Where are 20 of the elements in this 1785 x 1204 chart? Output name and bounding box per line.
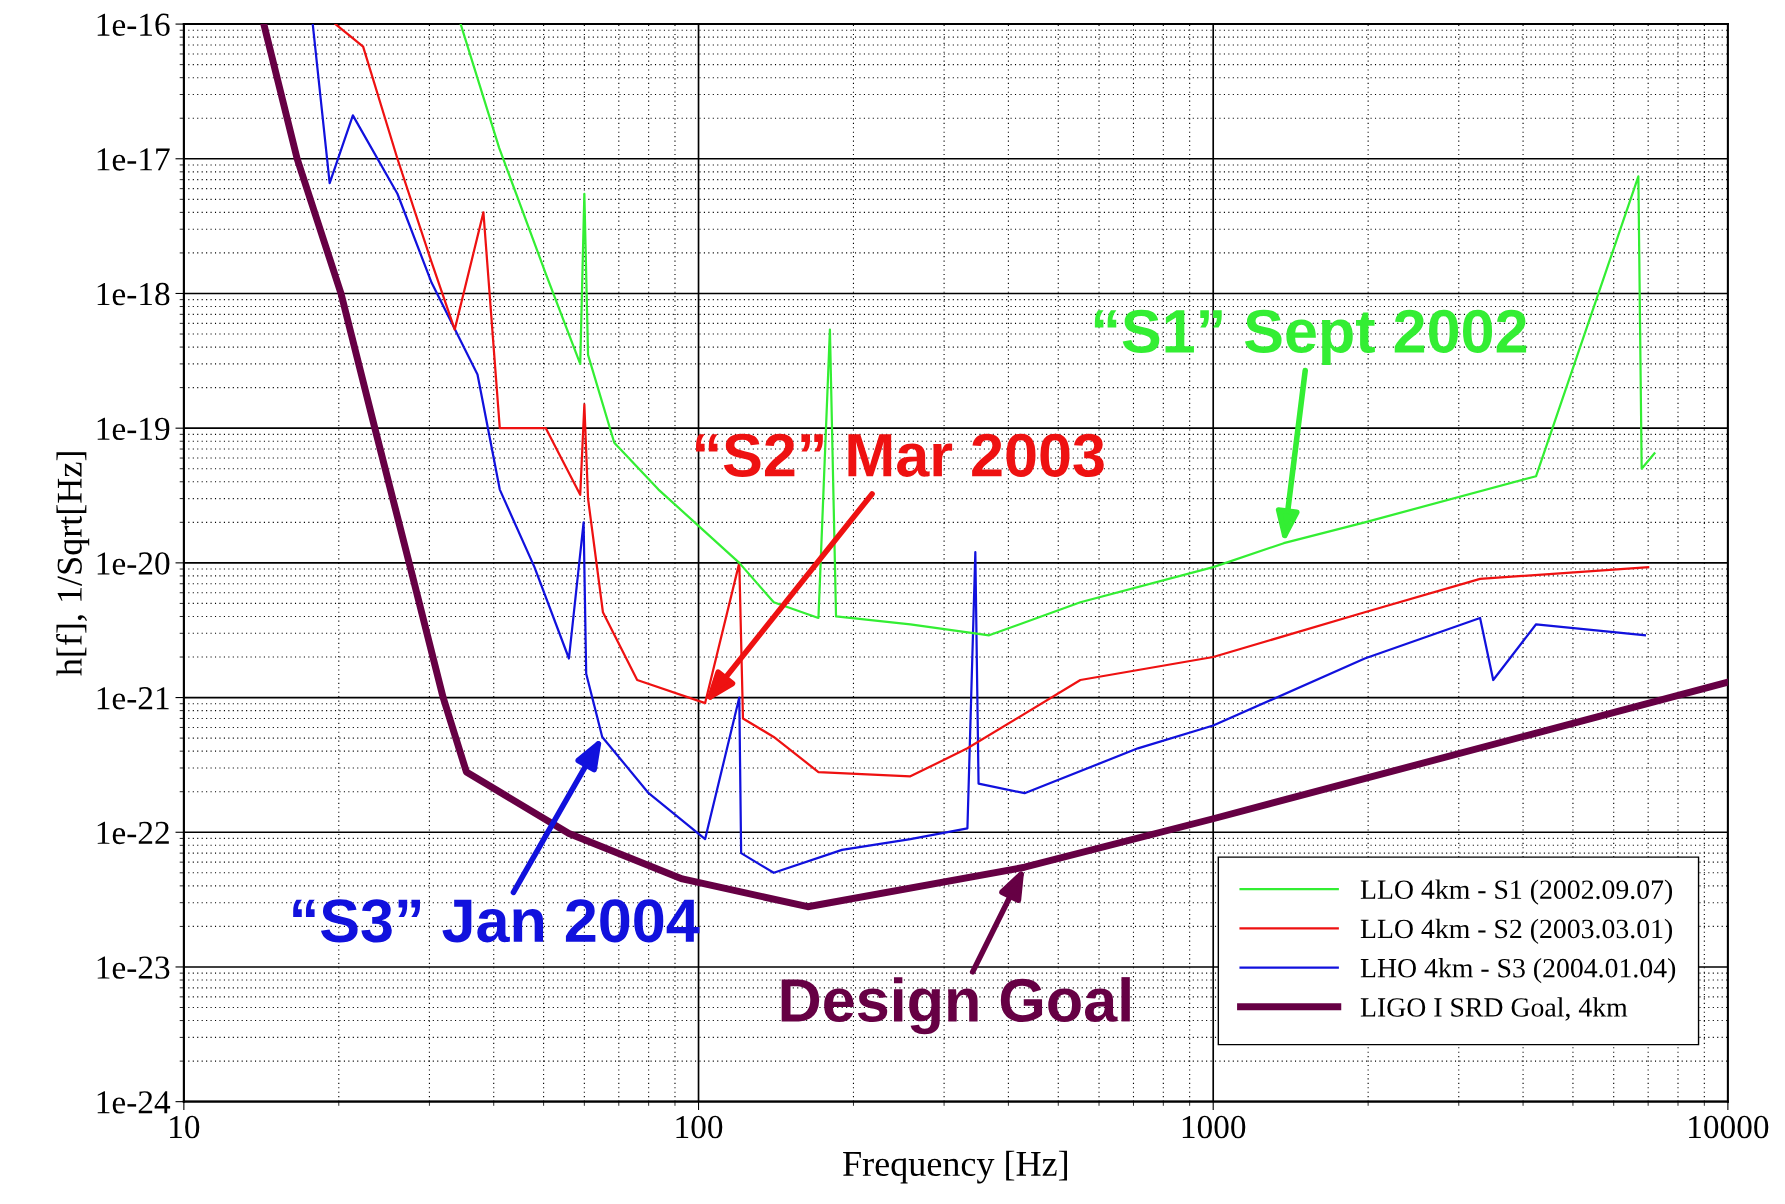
legend-label: LIGO I SRD Goal, 4km [1360, 997, 1628, 1021]
y-tick-label: 1e-18 [97, 282, 170, 306]
y-tick-label: 1e-21 [97, 687, 169, 710]
y-tick-label: 1e-19 [97, 417, 170, 441]
x-tick-label: 100 [676, 1115, 723, 1139]
x-axis-title: Frequency [Hz] [843, 1150, 1067, 1184]
y-tick-label: 1e-24 [97, 1091, 171, 1114]
y-tick-label: 1e-23 [97, 956, 170, 979]
y-tick-label: 1e-20 [97, 552, 170, 575]
x-tick-label: 10000 [1689, 1115, 1769, 1139]
legend-label: LLO 4km - S1 (2002.09.07) [1360, 879, 1673, 905]
y-tick-label: 1e-16 [97, 13, 170, 36]
y-axis-title: h[f], 1/Sqrt[Hz] [56, 452, 90, 676]
x-tick-label: 1000 [1182, 1115, 1246, 1139]
y-tick-label: 1e-22 [97, 821, 169, 845]
x-tick-label: 10 [170, 1115, 200, 1139]
y-tick-label: 1e-17 [97, 148, 170, 171]
legend-label: LLO 4km - S2 (2003.03.01) [1360, 918, 1673, 944]
annotation: Design Goal [781, 977, 1130, 1035]
legend-label: LHO 4km - S3 (2004.01.04) [1360, 958, 1676, 984]
